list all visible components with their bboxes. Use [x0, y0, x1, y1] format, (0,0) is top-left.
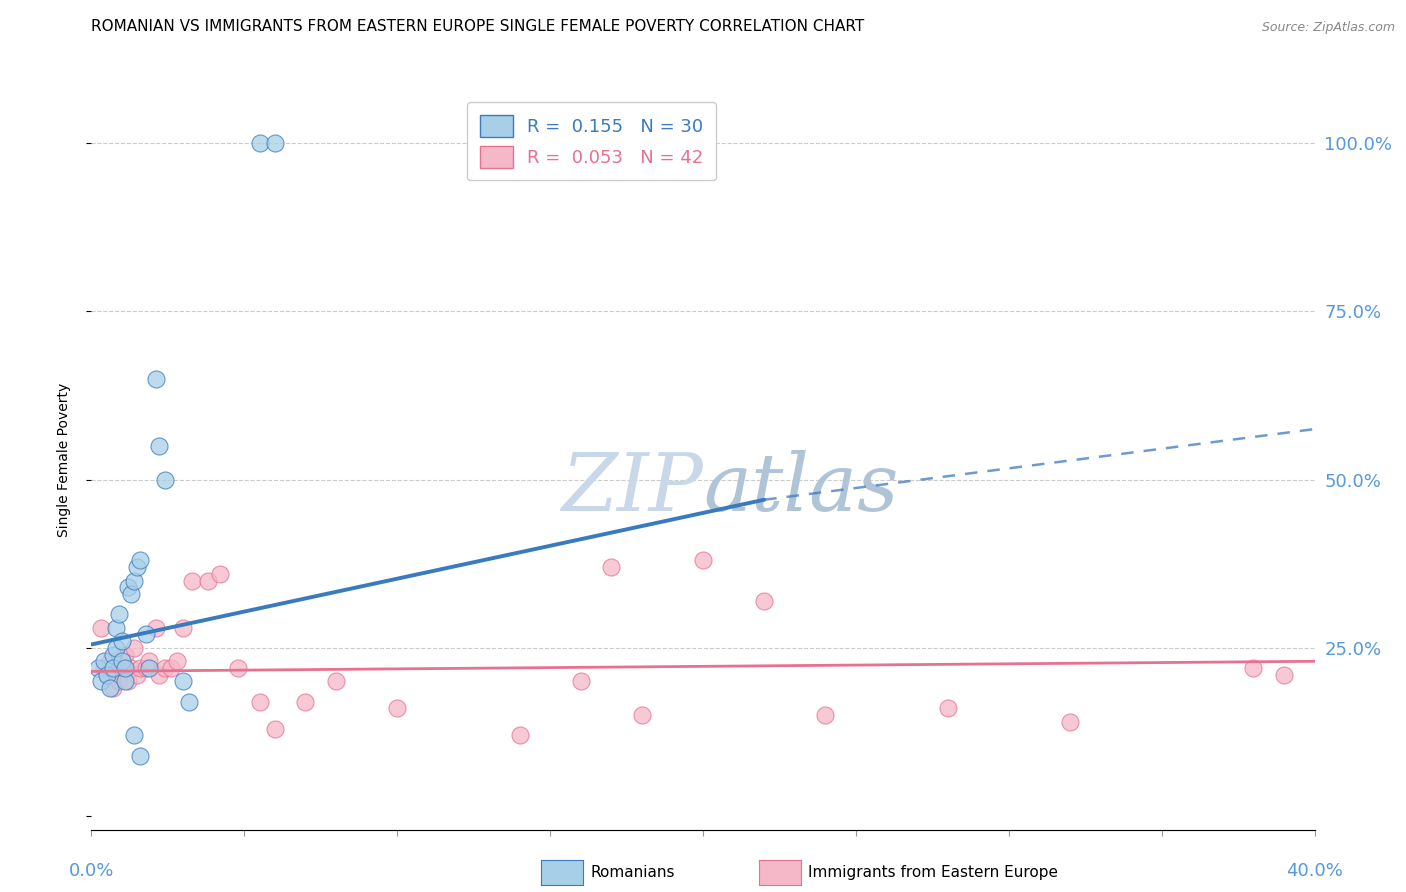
Point: [153, 661, 176, 675]
Point: [160, 661, 183, 675]
Point: [117, 674, 139, 689]
Point: [148, 439, 170, 453]
Point: [135, 627, 157, 641]
Point: [135, 661, 157, 675]
Point: [814, 708, 837, 723]
Point: [509, 728, 531, 742]
Point: [127, 667, 149, 681]
Point: [108, 607, 131, 622]
Text: ZIP: ZIP: [561, 450, 703, 528]
Point: [114, 661, 136, 675]
Point: [249, 136, 271, 150]
Point: [122, 728, 145, 742]
Text: 0.0%: 0.0%: [69, 862, 114, 880]
Point: [249, 695, 271, 709]
Text: Romanians: Romanians: [591, 865, 675, 880]
Point: [264, 136, 287, 150]
Point: [138, 661, 160, 675]
Point: [129, 748, 152, 763]
Text: 40.0%: 40.0%: [1286, 862, 1343, 880]
Text: Immigrants from Eastern Europe: Immigrants from Eastern Europe: [808, 865, 1059, 880]
Point: [104, 640, 127, 655]
Point: [114, 648, 136, 662]
Point: [208, 566, 231, 581]
Text: ROMANIAN VS IMMIGRANTS FROM EASTERN EUROPE SINGLE FEMALE POVERTY CORRELATION CHA: ROMANIAN VS IMMIGRANTS FROM EASTERN EURO…: [91, 20, 865, 34]
Point: [90, 621, 112, 635]
Text: atlas: atlas: [703, 450, 898, 528]
Point: [145, 621, 167, 635]
Point: [120, 661, 142, 675]
Y-axis label: Single Female Poverty: Single Female Poverty: [56, 383, 70, 536]
Point: [226, 661, 249, 675]
Point: [166, 654, 188, 668]
Point: [138, 654, 160, 668]
Point: [294, 695, 316, 709]
Point: [101, 681, 124, 696]
Point: [153, 473, 176, 487]
Point: [98, 654, 121, 668]
Point: [569, 674, 592, 689]
Point: [111, 634, 134, 648]
Point: [122, 640, 145, 655]
Point: [86, 661, 108, 675]
Point: [90, 674, 112, 689]
Point: [172, 621, 194, 635]
Point: [101, 648, 124, 662]
Legend: R =  0.155   N = 30, R =  0.053   N = 42: R = 0.155 N = 30, R = 0.053 N = 42: [467, 102, 716, 180]
Point: [96, 667, 118, 681]
Point: [96, 667, 118, 681]
Point: [692, 553, 714, 567]
Point: [111, 661, 134, 675]
Point: [197, 574, 219, 588]
Point: [129, 661, 152, 675]
Point: [145, 371, 167, 385]
Point: [104, 621, 127, 635]
Point: [129, 553, 152, 567]
Point: [172, 674, 194, 689]
Point: [1243, 661, 1265, 675]
Point: [104, 667, 127, 681]
Point: [631, 708, 654, 723]
Point: [93, 661, 115, 675]
Text: Source: ZipAtlas.com: Source: ZipAtlas.com: [1261, 21, 1395, 34]
Point: [117, 580, 139, 594]
Point: [754, 593, 776, 607]
Point: [122, 574, 145, 588]
Point: [148, 667, 170, 681]
Point: [264, 722, 287, 736]
Point: [114, 674, 136, 689]
Point: [179, 695, 201, 709]
Point: [600, 560, 623, 574]
Point: [385, 701, 409, 715]
Point: [181, 574, 204, 588]
Point: [1059, 714, 1081, 729]
Point: [108, 674, 131, 689]
Point: [111, 654, 134, 668]
Point: [98, 681, 121, 696]
Point: [127, 560, 149, 574]
Point: [101, 661, 124, 675]
Point: [1272, 667, 1295, 681]
Point: [936, 701, 959, 715]
Point: [325, 674, 347, 689]
Point: [120, 587, 142, 601]
Point: [93, 654, 115, 668]
